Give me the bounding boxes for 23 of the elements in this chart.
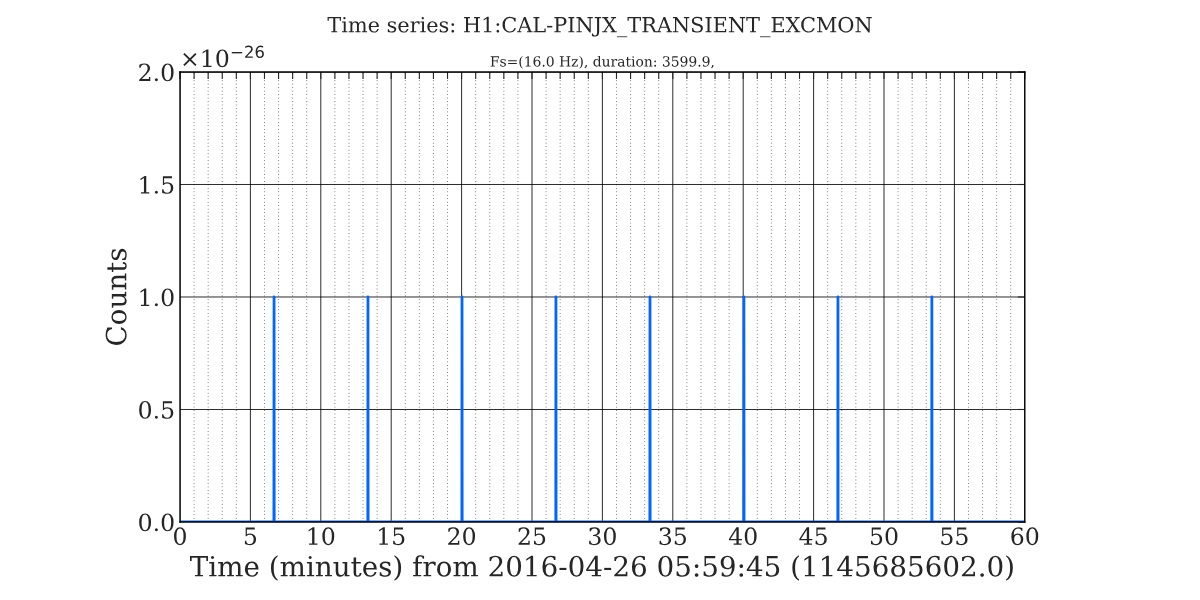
x-tick-label: 35 (659, 527, 686, 546)
x-tick-label: 5 (244, 527, 257, 546)
y-tick-label: 0.0 (139, 513, 174, 532)
x-tick-label: 55 (941, 527, 968, 546)
x-tick-label: 0 (174, 527, 186, 546)
x-tick-label: 45 (799, 527, 827, 546)
chart-subtitle: Fs=(16.0 Hz), duration: 3599.9, (490, 55, 714, 69)
y-tick-label: 2.0 (139, 63, 174, 82)
x-tick-label: 20 (448, 527, 476, 546)
y-tick-label: 1.5 (140, 175, 174, 194)
chart-title: Time series: H1:CAL-PINJX_TRANSIENT_EXCMON (327, 16, 872, 38)
y-tick-label: 0.5 (139, 400, 174, 419)
x-tick-label: 25 (518, 527, 546, 546)
text: ×10$^{−26}$ (183, 45, 264, 68)
x-tick-label: 15 (379, 527, 405, 546)
x-tick-label: 40 (728, 527, 757, 546)
x-tick-label: 50 (870, 527, 898, 546)
x-tick-label: 60 (1011, 527, 1039, 546)
x-tick-label: 30 (589, 527, 616, 546)
y-tick-label: 1.0 (140, 288, 174, 307)
x-tick-label: 10 (308, 527, 335, 546)
x-axis-title: Time (minutes) from 2016-04-26 05:59:45 (1145685602.0) (190, 555, 1013, 581)
y-axis-title: Counts (105, 248, 127, 346)
